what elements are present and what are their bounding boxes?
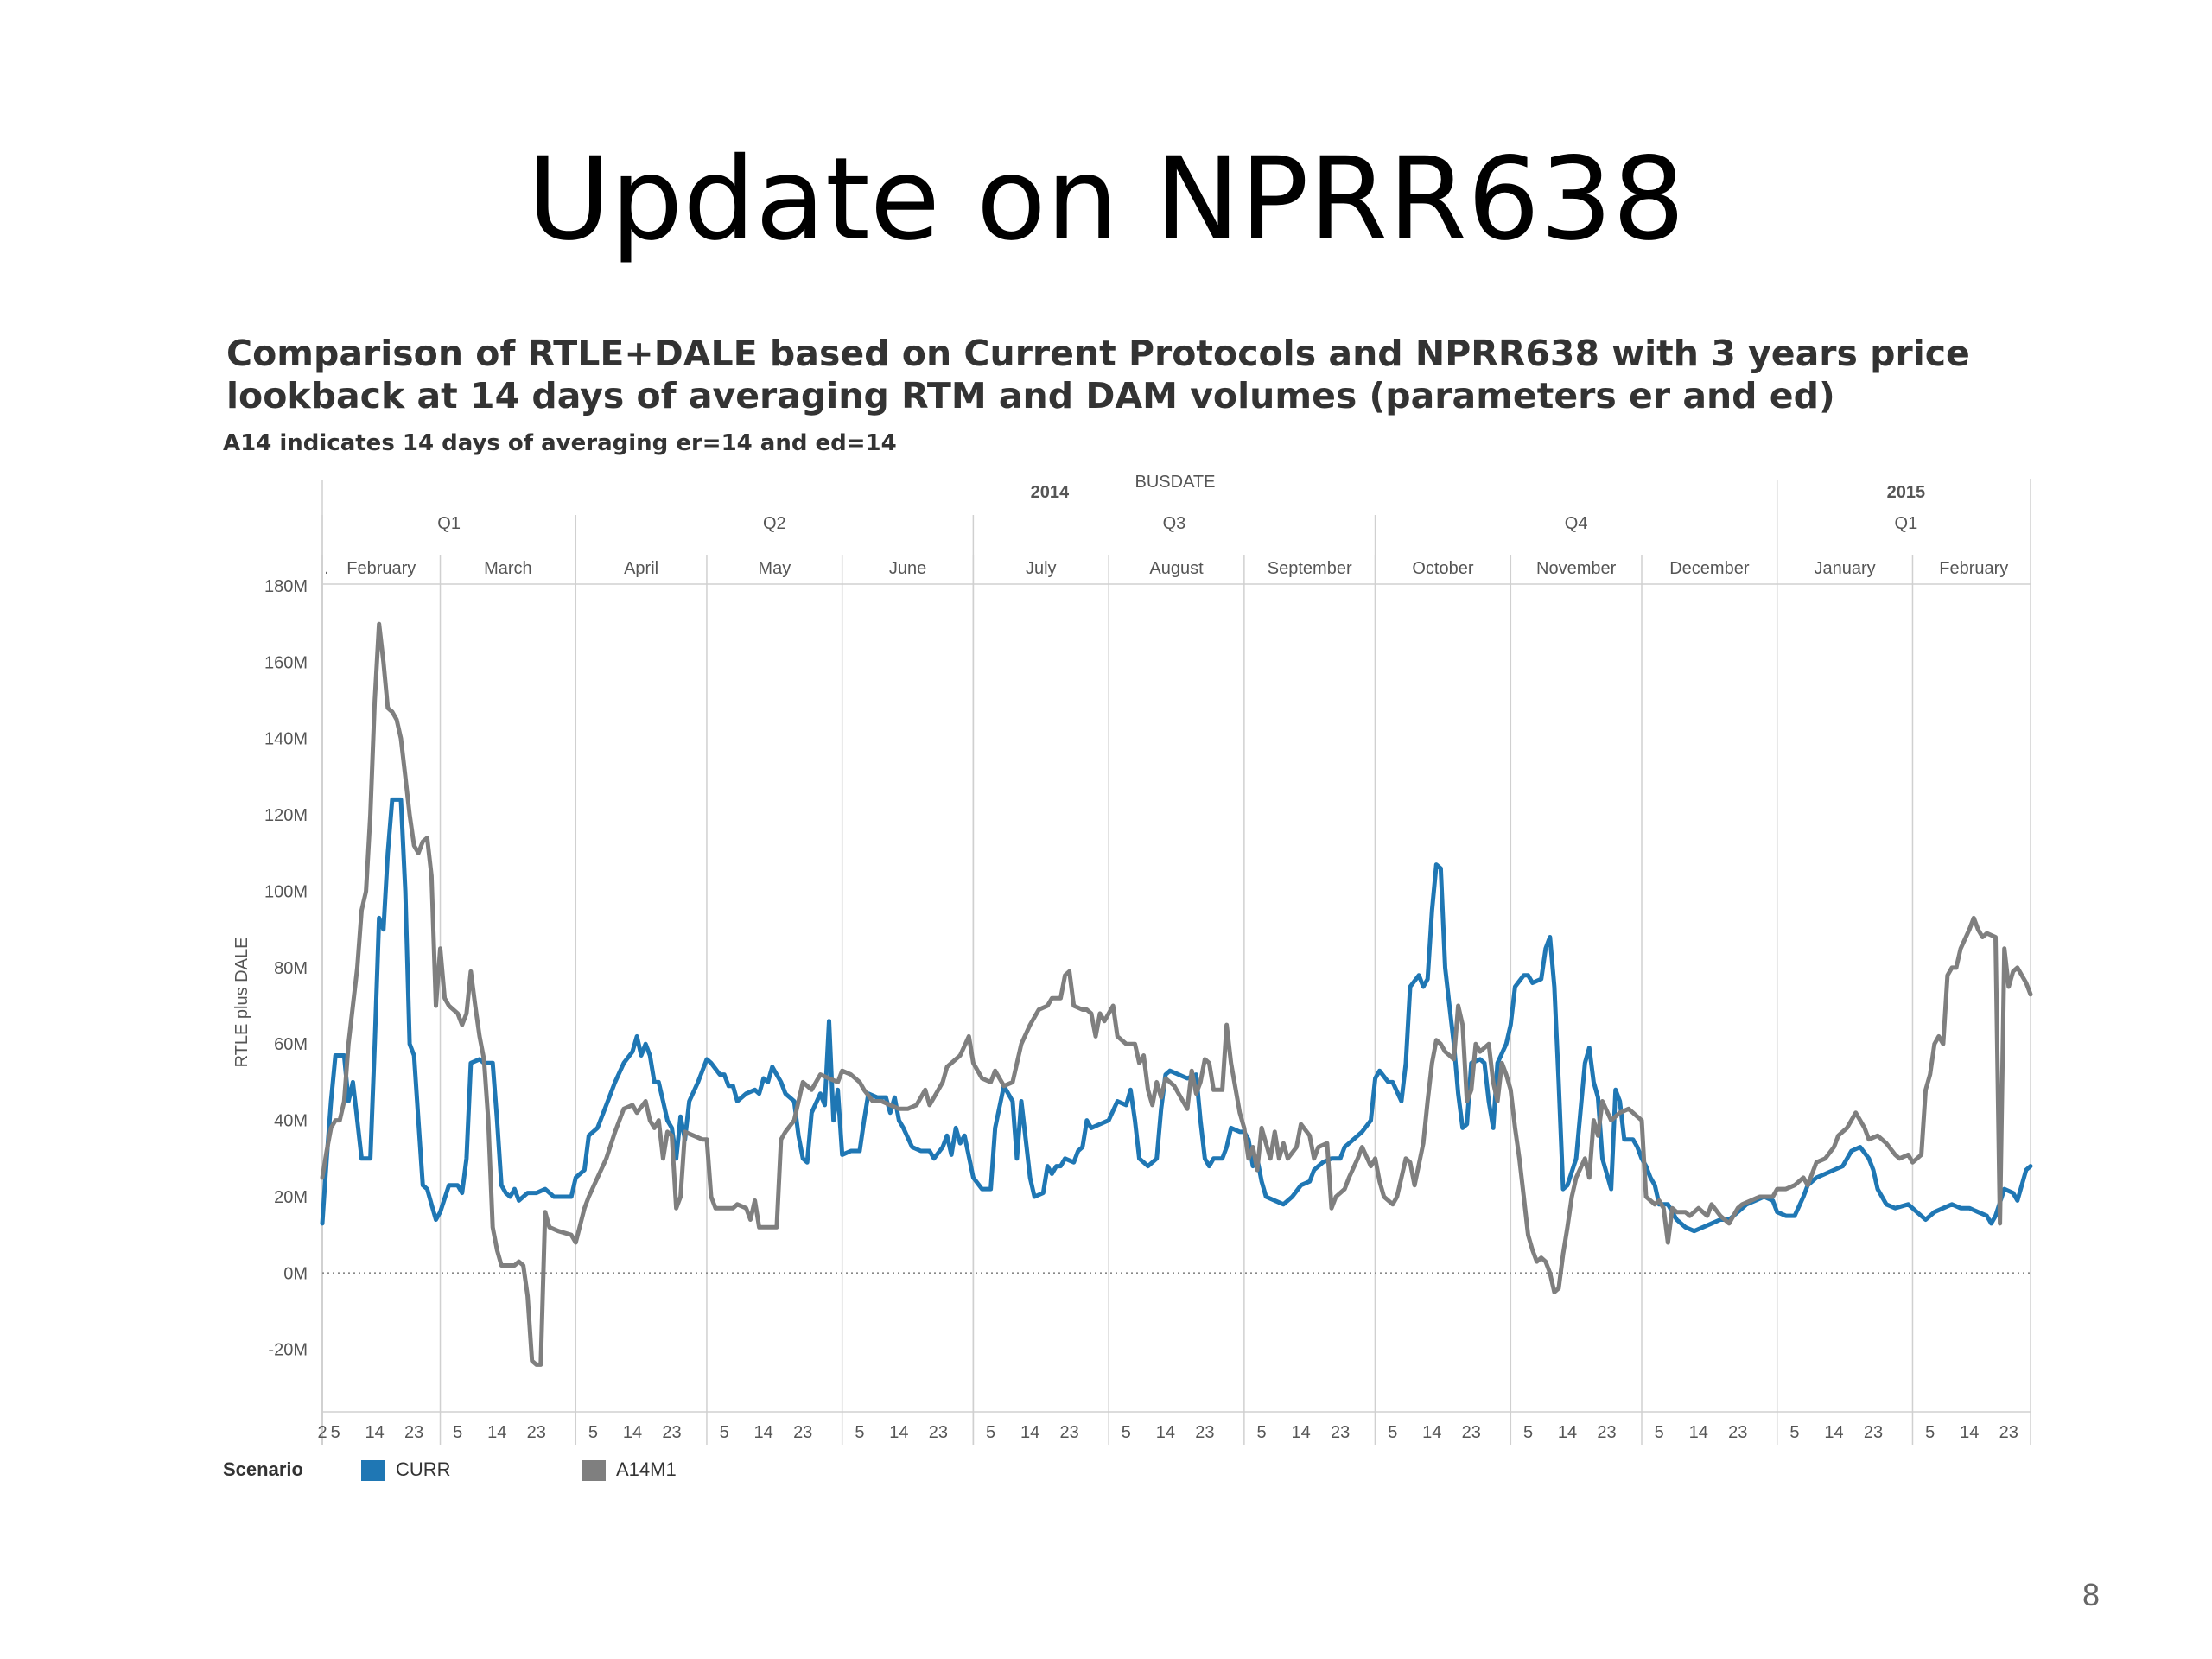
y-tick-label: 100M [264,882,308,901]
month-label: November [1536,559,1617,578]
y-tick-label: 140M [264,730,308,749]
x-tick-label: 14 [1558,1423,1577,1442]
quarter-label: Q3 [1163,514,1186,533]
x-tick-label: 5 [1789,1423,1799,1442]
x-tick-label: 14 [1422,1423,1441,1442]
x-tick-label: 14 [1689,1423,1708,1442]
month-label: October [1412,559,1473,578]
x-tick-label: 5 [986,1423,995,1442]
x-tick-label: 5 [720,1423,729,1442]
y-tick-label: 120M [264,806,308,825]
quarter-label: Q1 [437,514,461,533]
x-axis: 2 5 14 23 5 14 23 5 14 23 5 14 23 5 14 23 5 14 23 5 14 23 5 14 2… [317,1423,2018,1442]
y-tick-label: 80M [274,959,308,978]
x-tick-label: 23 [662,1423,681,1442]
x-tick-label: 5 [1523,1423,1533,1442]
month-label: July [1026,559,1057,578]
x-tick-label: 23 [1462,1423,1481,1442]
x-tick-label: 23 [1999,1423,2018,1442]
quarter-label: Q2 [763,514,786,533]
x-tick-label: 23 [793,1423,812,1442]
x-tick-label: 23 [1728,1423,1747,1442]
chart-title: Comparison of RTLE+DALE based on Current… [226,333,1970,416]
x-tick-label: 5 [1655,1423,1664,1442]
x-tick-label: 23 [1059,1423,1078,1442]
y-tick-label: 160M [264,653,308,672]
grid-lines [321,479,2031,1445]
x-axis-title: BUSDATE [1135,473,1216,492]
x-tick-label: 5 [1122,1423,1131,1442]
x-tick-label: 5 [1925,1423,1935,1442]
chart-subtitle: A14 indicates 14 days of averaging er=14… [223,430,897,456]
x-tick-label: 5 [588,1423,598,1442]
y-axis-title: RTLE plus DALE [232,938,251,1068]
x-tick-label: 5 [331,1423,340,1442]
quarter-label: Q1 [1895,514,1918,533]
x-tick-label: 5 [1257,1423,1267,1442]
month-label: March [484,559,532,578]
month-label: April [624,559,658,578]
month-label: February [1939,559,2008,578]
y-tick-label: 0M [283,1264,308,1283]
x-tick-label: 23 [1864,1423,1883,1442]
x-tick-label: 14 [889,1423,908,1442]
legend-label-a14m1: A14M1 [616,1459,677,1480]
year-label: 2015 [1887,483,1926,502]
month-label: January [1815,559,1876,578]
legend-title: Scenario [223,1459,303,1480]
year-label: 2014 [1031,483,1070,502]
x-tick-label: 23 [404,1423,423,1442]
x-tick-label: 14 [365,1423,385,1442]
x-tick-label: 14 [754,1423,773,1442]
x-tick-label: 14 [623,1423,642,1442]
legend-swatch-curr [361,1460,385,1481]
y-tick-label: 20M [274,1188,308,1207]
series-line-curr [320,797,2033,1234]
quarter-label: Q4 [1565,514,1588,533]
month-label: September [1268,559,1352,578]
y-axis: -20M 0M 20M 40M 60M 80M 100M 120M 140M 160M 180M [264,577,308,1360]
y-tick-label: 60M [274,1035,308,1054]
month-label: August [1149,559,1204,578]
x-tick-label: 14 [1156,1423,1175,1442]
x-tick-label: 5 [855,1423,864,1442]
page-number: 8 [2082,1577,2100,1612]
x-tick-label: 14 [1960,1423,1979,1442]
month-label: May [758,559,791,578]
x-tick-label: 5 [1388,1423,1397,1442]
y-tick-label: -20M [268,1341,308,1360]
y-tick-label: 40M [274,1112,308,1131]
slide-title: Update on NPRR638 [526,133,1686,266]
x-tick-label: 14 [1824,1423,1843,1442]
date-header: 2014 2015 Q1 Q2 Q3 Q4 Q1. February March April May… [324,483,2008,578]
x-tick-label: 14 [487,1423,506,1442]
x-tick-label: 23 [929,1423,948,1442]
y-tick-label: 180M [264,577,308,596]
x-tick-label: 23 [1195,1423,1214,1442]
x-tick-label: 2 [317,1423,327,1442]
x-tick-label: 14 [1291,1423,1310,1442]
x-tick-label: 23 [527,1423,546,1442]
x-tick-label: 23 [1597,1423,1616,1442]
month-label: . [324,559,329,578]
legend-label-curr: CURR [396,1459,451,1480]
x-tick-label: 14 [1020,1423,1039,1442]
month-label: June [889,559,926,578]
x-tick-label: 23 [1331,1423,1350,1442]
month-label: December [1669,559,1750,578]
month-label: February [346,559,416,578]
x-tick-label: 5 [453,1423,462,1442]
legend-swatch-a14m1 [582,1460,606,1481]
series-line-a14m1 [320,621,2033,1367]
series-lines [320,621,2033,1367]
